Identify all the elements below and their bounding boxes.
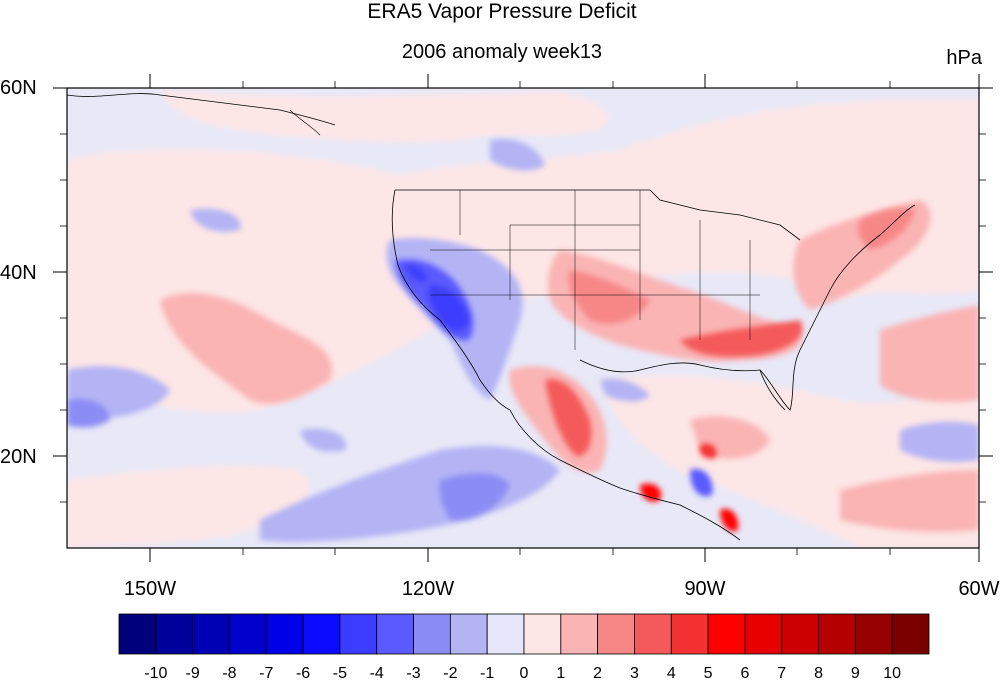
colorbar-swatch [744, 613, 783, 655]
colorbar-swatch [670, 613, 709, 655]
colorbar-swatch [707, 613, 746, 655]
colorbar-swatch [891, 613, 930, 655]
lon-label-120w: 120W [401, 578, 455, 600]
colorbar-label: -1 [480, 665, 495, 682]
colorbar-label: -6 [295, 665, 311, 682]
colorbar-swatch [413, 613, 451, 655]
colorbar-swatch [597, 613, 635, 655]
colorbar-label: -7 [259, 665, 274, 682]
colorbar-swatch [486, 613, 525, 655]
strong-positive-regions [545, 208, 915, 532]
negative-regions [67, 139, 979, 542]
colorbar-label: 0 [519, 665, 529, 682]
colorbar-swatch [523, 613, 562, 655]
colorbar-label: 5 [703, 665, 713, 682]
colorbar-swatch [818, 613, 856, 655]
colorbar-label: -9 [185, 665, 200, 682]
anomaly-field [67, 88, 979, 548]
colorbar-label: 8 [814, 665, 823, 682]
lon-label-150w: 150W [123, 578, 177, 600]
colorbar-swatch [781, 613, 819, 655]
lat-label-60n: 60N [0, 77, 37, 99]
colorbar-label: 3 [630, 665, 639, 682]
colorbar-label: -4 [369, 665, 384, 682]
colorbar-label: -3 [406, 665, 421, 682]
colorbar-label: 9 [850, 665, 860, 682]
colorbar-label: -10 [144, 665, 168, 682]
colorbar-swatch [155, 613, 194, 655]
colorbar-swatch [265, 613, 304, 655]
map-subtitle: 2006 anomaly week13 [401, 41, 603, 63]
colorbar-label: -2 [443, 665, 458, 682]
units-label: hPa [946, 47, 982, 69]
colorbar-swatch [192, 613, 230, 655]
colorbar-swatch [118, 613, 157, 655]
colorbar-label: -8 [222, 665, 237, 682]
colorbar-swatch [560, 613, 599, 655]
colorbar-swatch [339, 613, 378, 655]
colorbar-swatch [854, 613, 893, 655]
map-frame [53, 74, 993, 562]
lon-label-90w: 90W [684, 578, 726, 600]
colorbar [118, 613, 930, 655]
colorbar-swatch [229, 613, 267, 655]
lon-label-60w: 60W [958, 578, 1000, 600]
colorbar-label: 10 [883, 665, 902, 682]
colorbar-label: 6 [740, 665, 750, 682]
lat-label-40n: 40N [0, 262, 37, 284]
colorbar-label: 4 [666, 665, 676, 682]
colorbar-label: 7 [777, 665, 787, 682]
colorbar-label: 2 [593, 665, 603, 682]
map-title: ERA5 Vapor Pressure Deficit [367, 0, 637, 23]
coastlines [67, 93, 916, 541]
lat-label-20n: 20N [0, 446, 37, 468]
colorbar-label: 1 [556, 665, 566, 682]
colorbar-swatch [302, 613, 341, 655]
colorbar-label: -5 [332, 665, 348, 682]
colorbar-swatch [634, 613, 672, 655]
colorbar-swatch [376, 613, 414, 655]
colorbar-swatch [449, 613, 488, 655]
